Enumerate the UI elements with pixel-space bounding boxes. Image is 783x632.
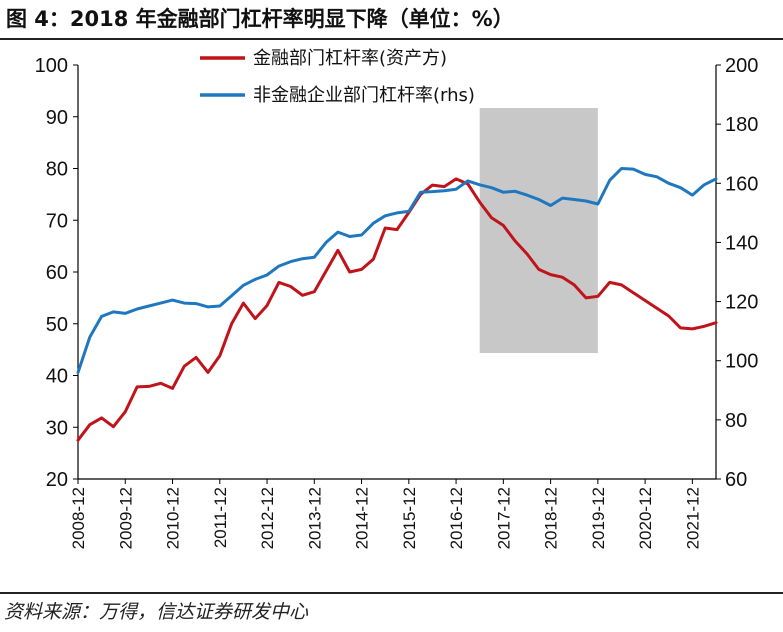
x-tick-label: 2008-12 bbox=[69, 487, 88, 549]
source-divider bbox=[0, 592, 783, 594]
right-tick-label: 120 bbox=[725, 292, 758, 314]
right-tick-label: 80 bbox=[725, 410, 747, 432]
right-tick-label: 60 bbox=[725, 469, 747, 491]
right-tick-label: 180 bbox=[725, 114, 758, 136]
left-tick-label: 100 bbox=[35, 55, 68, 77]
left-tick-label: 80 bbox=[46, 159, 68, 181]
financial-leverage-line bbox=[76, 177, 718, 442]
right-tick-label: 140 bbox=[725, 232, 758, 254]
x-tick-label: 2018-12 bbox=[542, 487, 561, 549]
left-tick-label: 60 bbox=[46, 262, 68, 284]
title-divider bbox=[0, 38, 783, 40]
left-tick-label: 20 bbox=[46, 469, 68, 491]
nonfinancial-leverage-line bbox=[76, 167, 718, 374]
x-tick-label: 2016-12 bbox=[447, 487, 466, 549]
legend-label-financial: 金融部门杠杆率(资产方) bbox=[253, 48, 447, 69]
left-tick-label: 90 bbox=[46, 107, 68, 129]
x-tick-label: 2010-12 bbox=[164, 487, 183, 549]
x-tick-label: 2019-12 bbox=[589, 487, 608, 549]
x-tick-label: 2015-12 bbox=[400, 487, 419, 549]
left-tick-label: 70 bbox=[46, 210, 68, 232]
x-tick-label: 2009-12 bbox=[116, 487, 135, 549]
x-tick-label: 2020-12 bbox=[636, 487, 655, 549]
x-tick-label: 2021-12 bbox=[683, 487, 702, 549]
x-tick-label: 2013-12 bbox=[305, 487, 324, 549]
x-tick-label: 2012-12 bbox=[258, 487, 277, 549]
left-tick-label: 30 bbox=[46, 417, 68, 439]
x-tick-label: 2014-12 bbox=[353, 487, 372, 549]
chart-title: 图 4：2018 年金融部门杠杆率明显下降（单位：%） bbox=[6, 7, 514, 31]
source-note: 资料来源：万得，信达证券研发中心 bbox=[4, 601, 309, 623]
right-tick-label: 160 bbox=[725, 173, 758, 195]
legend-label-nonfinancial: 非金融企业部门杠杆率(rhs) bbox=[253, 85, 475, 106]
chart-svg: 20 30 40 50 60 70 80 90 100 60 80 100 120 140 160 180 20… bbox=[35, 48, 759, 549]
left-tick-label: 40 bbox=[46, 366, 68, 388]
right-tick-label: 200 bbox=[725, 55, 758, 77]
x-tick-label: 2017-12 bbox=[494, 487, 513, 549]
right-tick-label: 100 bbox=[725, 351, 758, 373]
shaded-period bbox=[479, 108, 598, 353]
left-tick-label: 50 bbox=[46, 314, 68, 336]
x-tick-label: 2011-12 bbox=[211, 487, 230, 548]
